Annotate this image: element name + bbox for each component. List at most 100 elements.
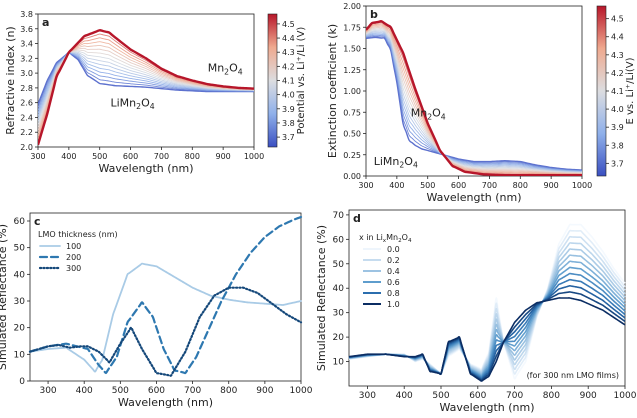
panel-letter: d bbox=[353, 212, 361, 225]
y-tick-label: 60 bbox=[14, 217, 26, 227]
y-tick-label: 2.4 bbox=[20, 113, 33, 122]
y-tick-label: 2.0 bbox=[20, 143, 33, 152]
intermediate-line bbox=[366, 26, 582, 174]
y-tick-label: 40 bbox=[333, 284, 345, 294]
colorbar-tick-label: 4.1 bbox=[282, 77, 295, 86]
x-axis-label: Wavelength (nm) bbox=[426, 191, 521, 204]
x-axis-label: Wavelength (nm) bbox=[118, 396, 213, 409]
intermediate-line bbox=[366, 29, 582, 174]
colorbar-tick-label: 4.3 bbox=[611, 51, 624, 60]
colorbar-tick-label: 3.9 bbox=[282, 105, 295, 114]
label-limn2o4: LiMn2O4 bbox=[374, 155, 418, 170]
legend-label-0.8: 0.8 bbox=[387, 289, 400, 298]
legend-label-0.6: 0.6 bbox=[387, 278, 400, 287]
colorbar-tick-label: 4.4 bbox=[282, 34, 295, 43]
x-tick-label: 800 bbox=[220, 386, 237, 396]
panel-a: 300 400 500 600 700 800 900 1000 2.0 2.2 2.4 2.6 2.8… bbox=[4, 10, 307, 175]
x-tick-label: 700 bbox=[506, 391, 523, 401]
x-tick-label: 300 bbox=[358, 181, 373, 190]
colorbar-tick-label: 4.0 bbox=[282, 91, 295, 100]
legend-label-100: 100 bbox=[66, 242, 81, 251]
legend-label-0.0: 0.0 bbox=[387, 245, 400, 254]
y-tick-label: 1.50 bbox=[343, 45, 361, 54]
legend-label-1.0: 1.0 bbox=[387, 300, 400, 309]
x-tick-label: 500 bbox=[112, 386, 129, 396]
y-tick-label: 20 bbox=[14, 324, 26, 334]
colorbar-tick-label: 4.5 bbox=[282, 20, 295, 29]
intermediate-line bbox=[366, 34, 582, 172]
y-tick-label: 20 bbox=[333, 333, 345, 343]
y-tick-label: 0.50 bbox=[343, 130, 361, 139]
x-axis-label: Wavelength (nm) bbox=[98, 162, 193, 175]
x-axis-label: Wavelength (nm) bbox=[439, 401, 534, 414]
colorbar-tick-label: 3.8 bbox=[611, 141, 624, 150]
intermediate-line bbox=[366, 33, 582, 172]
x-tick-label: 600 bbox=[148, 386, 165, 396]
label-limn2o4: LiMn2O4 bbox=[111, 96, 155, 111]
colorbar-tick-label: 3.8 bbox=[282, 119, 295, 128]
x-tick-label: 600 bbox=[123, 152, 138, 161]
colorbar-tick-label: 3.7 bbox=[282, 133, 295, 142]
curve-group bbox=[38, 29, 254, 146]
colorbar-tick-label: 4.0 bbox=[611, 105, 624, 114]
x-tick-label: 400 bbox=[61, 152, 76, 161]
intermediate-line bbox=[366, 23, 582, 175]
x-tick-label: 900 bbox=[216, 152, 231, 161]
x-tick-label: 700 bbox=[184, 386, 201, 396]
series-line-200 bbox=[28, 215, 303, 375]
x-tick-label: 500 bbox=[432, 391, 449, 401]
x-tick-label: 800 bbox=[513, 181, 528, 190]
panel-letter: c bbox=[34, 215, 41, 228]
intermediate-line bbox=[366, 35, 582, 171]
y-axis-label: Refractive index (n) bbox=[4, 26, 17, 134]
x-tick-label: 900 bbox=[256, 386, 273, 396]
curve-group bbox=[366, 20, 582, 176]
colorbar-tick-label: 4.5 bbox=[611, 15, 624, 24]
y-tick-label: 0.00 bbox=[343, 172, 361, 181]
panel-c: 300 400 500 600 700 800 900 1000 0 10 20 30 40 50 60 Wa… bbox=[0, 212, 313, 409]
y-axis-label: Simulated Reflectance (%) bbox=[0, 224, 9, 370]
y-tick-label: 2.6 bbox=[20, 99, 33, 108]
legend-title: LMO thickness (nm) bbox=[38, 230, 118, 239]
colorbar bbox=[267, 13, 278, 148]
x-tick-label: 300 bbox=[359, 391, 376, 401]
y-tick-label: 2.2 bbox=[20, 128, 33, 137]
panel-letter: b bbox=[370, 8, 378, 21]
x-tick-label: 1000 bbox=[572, 181, 592, 190]
colorbar-tick-label: 4.2 bbox=[611, 69, 624, 78]
y-tick-label: 70 bbox=[333, 211, 345, 221]
intermediate-line bbox=[366, 24, 582, 175]
y-tick-label: 40 bbox=[14, 270, 26, 280]
y-tick-label: 1.00 bbox=[343, 87, 361, 96]
x-tick-label: 900 bbox=[580, 391, 597, 401]
series-line-mn2o4 bbox=[38, 29, 254, 146]
colorbar-tick-label: 3.9 bbox=[611, 123, 624, 132]
series-line-mn2o4 bbox=[366, 20, 582, 176]
plot-frame bbox=[29, 212, 302, 382]
colorbar-tick-label: 4.2 bbox=[282, 62, 295, 71]
y-tick-label: 30 bbox=[14, 297, 26, 307]
x-tick-label: 1000 bbox=[290, 386, 313, 396]
y-tick-label: 1.75 bbox=[343, 23, 361, 32]
y-tick-label: 1.25 bbox=[343, 66, 361, 75]
intermediate-line bbox=[366, 30, 582, 173]
x-tick-label: 900 bbox=[544, 181, 559, 190]
x-tick-label: 500 bbox=[420, 181, 435, 190]
y-tick-label: 10 bbox=[333, 358, 345, 368]
x-tick-label: 400 bbox=[389, 181, 404, 190]
intermediate-line bbox=[366, 32, 582, 172]
x-tick-label: 300 bbox=[30, 152, 45, 161]
colorbar-label: Potential vs. Li⁺/Li (V) bbox=[296, 27, 307, 135]
y-tick-label: 50 bbox=[333, 260, 345, 270]
y-tick-label: 2.8 bbox=[20, 84, 33, 93]
series-line-300 bbox=[28, 286, 303, 377]
y-tick-label: 60 bbox=[333, 235, 345, 245]
y-tick-label: 3.0 bbox=[20, 69, 33, 78]
colorbar-tick-label: 4.3 bbox=[282, 48, 295, 57]
x-tick-label: 800 bbox=[543, 391, 560, 401]
x-tick-label: 1000 bbox=[614, 391, 637, 401]
label-mn2o4: Mn2O4 bbox=[411, 107, 446, 122]
colorbar-tick-label: 4.4 bbox=[611, 33, 624, 42]
